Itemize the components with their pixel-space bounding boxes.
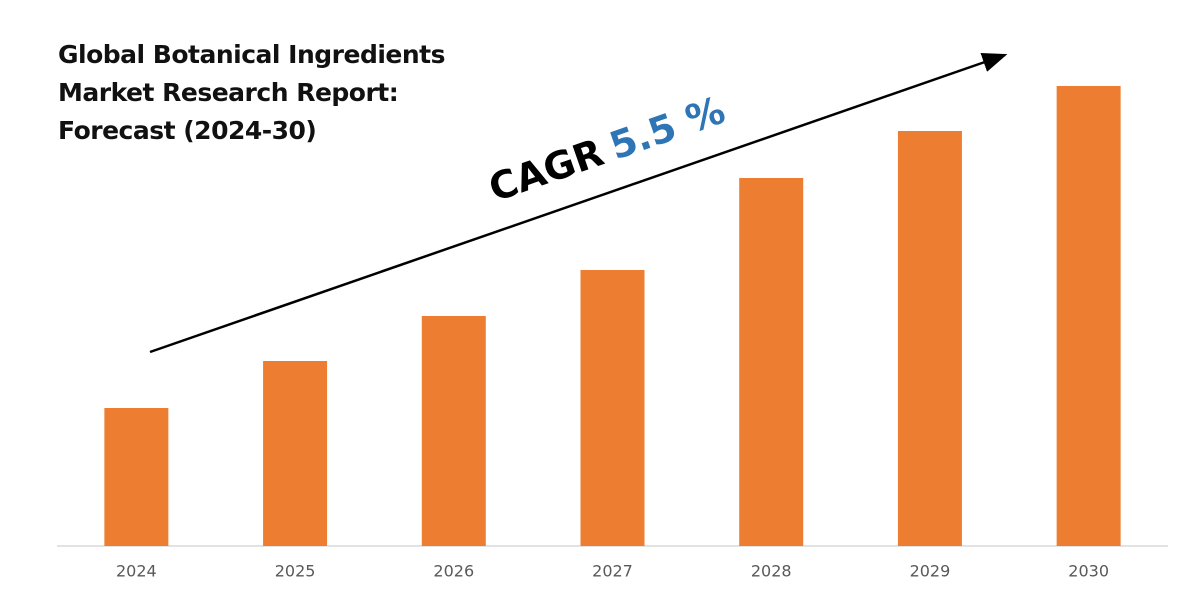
x-tick-label: 2028 [751, 562, 792, 581]
bar [739, 178, 804, 546]
bar [421, 316, 486, 546]
x-tick-label: 2024 [116, 562, 157, 581]
bar [580, 270, 645, 546]
chart-title: Global Botanical Ingredients Market Rese… [58, 40, 446, 145]
x-tick-label: 2027 [592, 562, 633, 581]
bar [104, 408, 169, 546]
trend-arrow [149, 52, 1008, 354]
bar [897, 131, 962, 546]
x-tick-label: 2026 [433, 562, 474, 581]
x-tick-label: 2029 [910, 562, 951, 581]
x-tick-label: 2030 [1068, 562, 1109, 581]
bar [263, 361, 328, 546]
x-tick-label: 2025 [275, 562, 316, 581]
bar [1056, 86, 1121, 546]
